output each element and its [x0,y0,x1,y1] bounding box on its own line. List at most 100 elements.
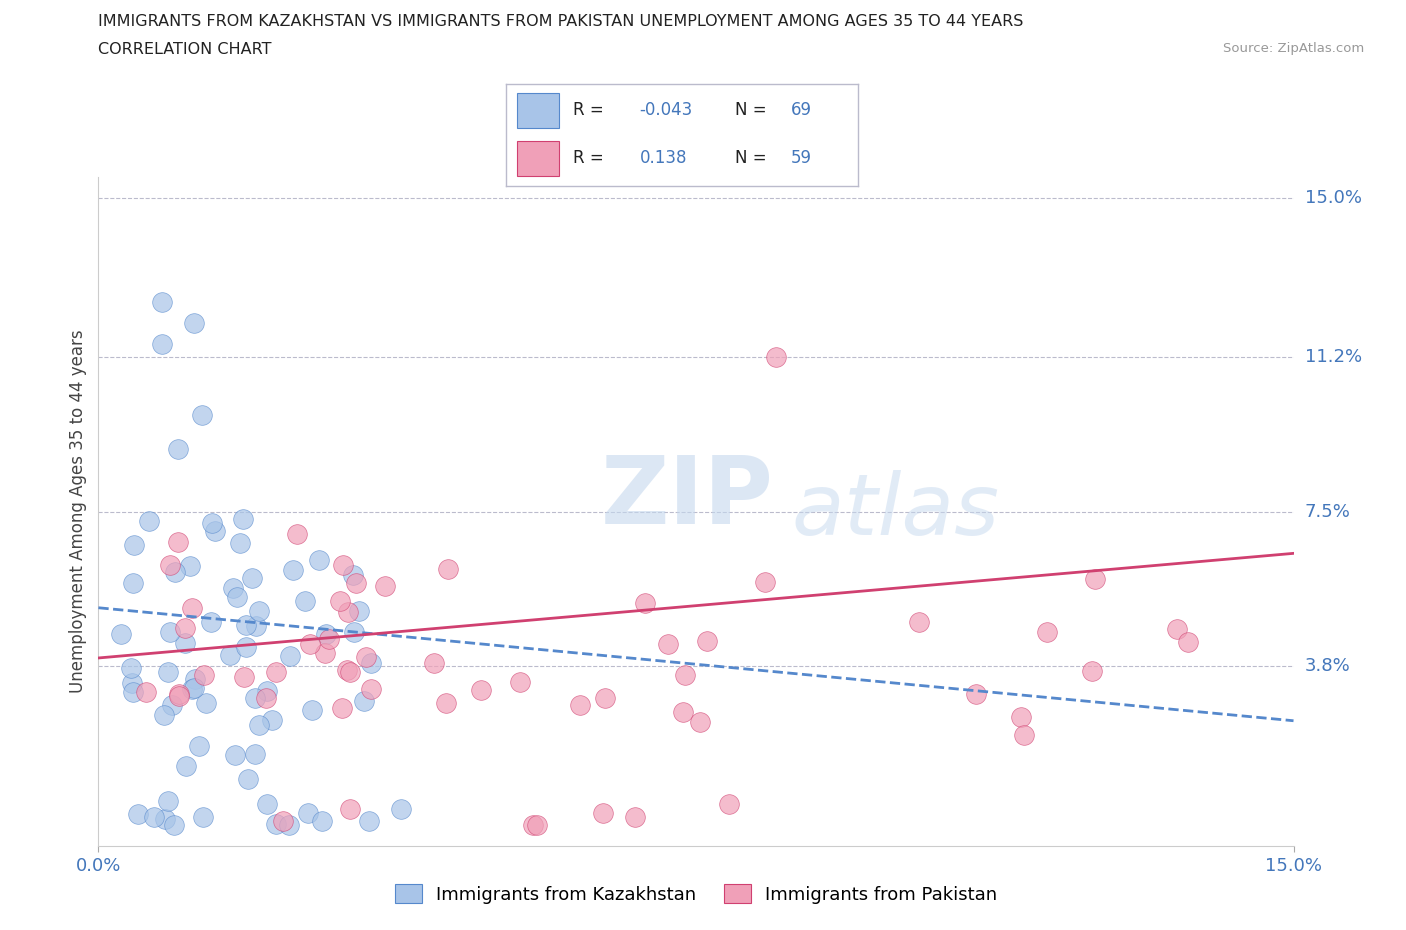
Immigrants from Pakistan [332,557,354,572]
Immigrants from Pakistan [673,668,696,683]
Immigrants from Kazakhstan [247,604,270,618]
Immigrants from Kazakhstan [218,647,240,662]
Immigrants from Kazakhstan [120,660,142,675]
Immigrants from Kazakhstan [142,809,165,825]
Text: atlas: atlas [792,470,1000,553]
Immigrants from Pakistan [765,350,787,365]
Immigrants from Pakistan [1010,710,1032,724]
Immigrants from Kazakhstan [235,640,257,655]
Immigrants from Pakistan [671,704,693,719]
Immigrants from Pakistan [285,526,308,541]
Immigrants from Pakistan [634,595,657,610]
Immigrants from Pakistan [374,578,396,593]
Immigrants from Kazakhstan [232,512,254,526]
Immigrants from Kazakhstan [163,818,186,833]
Immigrants from Kazakhstan [301,702,323,717]
Immigrants from Kazakhstan [281,563,304,578]
Immigrants from Kazakhstan [315,627,337,642]
Immigrants from Pakistan [1084,571,1107,586]
Immigrants from Kazakhstan [222,580,245,595]
Immigrants from Kazakhstan [127,806,149,821]
Y-axis label: Unemployment Among Ages 35 to 44 years: Unemployment Among Ages 35 to 44 years [69,330,87,693]
Immigrants from Pakistan [159,557,181,572]
Immigrants from Pakistan [718,797,741,812]
Immigrants from Kazakhstan [121,684,143,699]
FancyBboxPatch shape [517,141,560,176]
Immigrants from Pakistan [595,690,617,705]
Immigrants from Kazakhstan [359,814,381,829]
Immigrants from Kazakhstan [240,570,263,585]
Immigrants from Pakistan [965,686,987,701]
Immigrants from Kazakhstan [155,811,177,826]
Immigrants from Pakistan [1014,727,1036,742]
Immigrants from Kazakhstan [224,748,246,763]
Immigrants from Kazakhstan [264,817,287,831]
Text: N =: N = [734,150,766,167]
Text: 15.0%: 15.0% [1305,189,1361,206]
Immigrants from Kazakhstan [195,696,218,711]
Immigrants from Pakistan [174,621,197,636]
Immigrants from Pakistan [299,637,322,652]
Immigrants from Kazakhstan [188,738,211,753]
Immigrants from Kazakhstan [191,408,214,423]
Text: 69: 69 [790,101,811,119]
Text: ZIP: ZIP [600,452,773,544]
Text: 11.2%: 11.2% [1305,348,1362,365]
FancyBboxPatch shape [517,93,560,127]
Immigrants from Kazakhstan [201,515,224,530]
Immigrants from Pakistan [907,615,929,630]
Immigrants from Pakistan [470,683,492,698]
Immigrants from Pakistan [344,576,367,591]
Immigrants from Pakistan [254,691,277,706]
Text: R =: R = [574,150,603,167]
Immigrants from Pakistan [657,636,679,651]
Immigrants from Kazakhstan [308,552,330,567]
Immigrants from Kazakhstan [347,604,370,618]
Immigrants from Kazakhstan [294,593,316,608]
Immigrants from Pakistan [354,649,377,664]
Immigrants from Pakistan [360,682,382,697]
Immigrants from Pakistan [167,686,190,701]
Immigrants from Kazakhstan [124,538,146,552]
Text: R =: R = [574,101,603,119]
Immigrants from Kazakhstan [360,656,382,671]
Immigrants from Kazakhstan [245,691,267,706]
Immigrants from Kazakhstan [389,802,412,817]
Immigrants from Pakistan [526,818,548,833]
Immigrants from Kazakhstan [167,442,190,457]
Text: 0.138: 0.138 [640,150,688,167]
Immigrants from Kazakhstan [256,684,278,698]
Immigrants from Pakistan [689,714,711,729]
Immigrants from Kazakhstan [184,671,207,686]
Immigrants from Pakistan [271,814,294,829]
Immigrants from Pakistan [509,674,531,689]
Immigrants from Kazakhstan [262,713,284,728]
Immigrants from Pakistan [318,631,340,646]
Immigrants from Kazakhstan [110,627,132,642]
Immigrants from Kazakhstan [160,698,183,712]
Immigrants from Pakistan [329,593,352,608]
Immigrants from Kazakhstan [183,681,205,696]
Text: -0.043: -0.043 [640,101,693,119]
Immigrants from Pakistan [696,633,718,648]
Immigrants from Pakistan [232,670,254,684]
Text: Source: ZipAtlas.com: Source: ZipAtlas.com [1223,42,1364,55]
Immigrants from Pakistan [1081,663,1104,678]
Immigrants from Pakistan [437,561,460,576]
Immigrants from Kazakhstan [297,805,319,820]
Immigrants from Kazakhstan [342,625,364,640]
Text: N =: N = [734,101,766,119]
Immigrants from Kazakhstan [204,524,226,538]
Immigrants from Kazakhstan [229,536,252,551]
Immigrants from Kazakhstan [157,793,180,808]
Immigrants from Kazakhstan [342,567,364,582]
Immigrants from Pakistan [422,656,444,671]
Immigrants from Pakistan [339,802,361,817]
Immigrants from Pakistan [569,698,592,713]
Immigrants from Pakistan [1035,624,1057,639]
Immigrants from Kazakhstan [278,649,301,664]
Immigrants from Kazakhstan [200,615,222,630]
Immigrants from Kazakhstan [179,558,201,573]
Immigrants from Pakistan [180,601,202,616]
Immigrants from Kazakhstan [153,708,176,723]
